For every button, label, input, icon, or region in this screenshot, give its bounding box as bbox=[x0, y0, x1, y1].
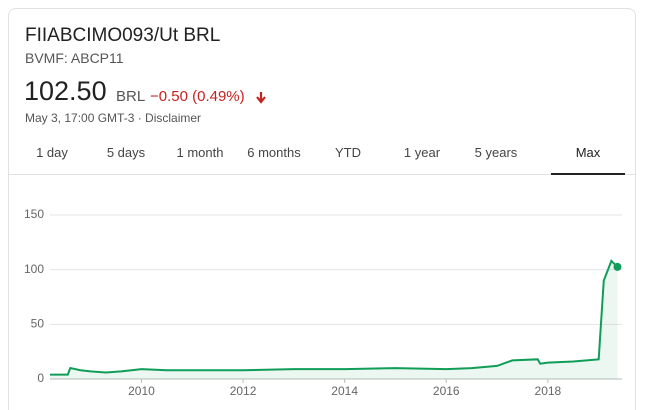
area bbox=[50, 260, 618, 379]
title: FIIABCIMO093/Ut BRL bbox=[25, 25, 221, 46]
price-line bbox=[50, 259, 619, 376]
x-tick-label: 2010 bbox=[128, 384, 155, 398]
y-tick-label: 50 bbox=[31, 317, 45, 331]
y-tick-label: 100 bbox=[24, 262, 44, 276]
currency: BRL bbox=[116, 88, 146, 105]
range-tabs: 1 day 5 days 1 month 6 months YTD 1 year 5 yea… bbox=[9, 137, 635, 175]
last-point bbox=[613, 262, 622, 271]
range-tab[interactable]: 1 day bbox=[36, 145, 68, 160]
x-tick-label: 2016 bbox=[433, 384, 460, 398]
x-tick-label: 2012 bbox=[230, 384, 257, 398]
x-tick-label: 2018 bbox=[535, 384, 562, 398]
down-arrow bbox=[256, 92, 266, 104]
range-tab[interactable]: 5 years bbox=[474, 145, 518, 160]
finance-card: FIIABCIMO093/Ut BRL BVMF: ABCP11 102.50 … bbox=[8, 8, 636, 410]
change: −0.50 (0.49%) bbox=[150, 88, 245, 105]
range-tab[interactable]: 1 month bbox=[176, 145, 224, 160]
price: 102.50 bbox=[24, 76, 107, 106]
y-tick-label: 150 bbox=[24, 207, 44, 221]
y-tick-label: 0 bbox=[37, 371, 44, 385]
exchange: BVMF: ABCP11 bbox=[25, 50, 124, 66]
range-tab[interactable]: Max bbox=[551, 137, 625, 175]
range-tab[interactable]: 5 days bbox=[106, 145, 146, 160]
x-tick-label: 2014 bbox=[331, 384, 358, 398]
meta[interactable]: May 3, 17:00 GMT-3 · Disclaimer bbox=[25, 111, 202, 125]
range-tab[interactable]: 1 year bbox=[403, 145, 441, 160]
range-tab[interactable]: 6 months bbox=[247, 145, 301, 160]
range-tab[interactable]: YTD bbox=[335, 145, 361, 160]
